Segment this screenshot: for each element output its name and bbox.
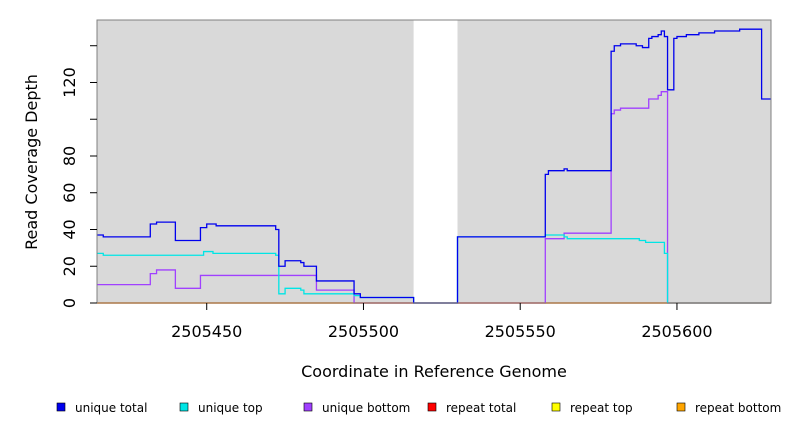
shaded-region-2 bbox=[457, 20, 771, 303]
y-tick-label: 20 bbox=[60, 256, 79, 276]
plot-frame bbox=[96, 19, 772, 304]
x-tick-label: 2505600 bbox=[641, 322, 712, 341]
y-tick-label: 80 bbox=[60, 146, 79, 166]
legend-label-repeat-bottom: repeat bottom bbox=[695, 401, 781, 415]
legend-label-repeat-total: repeat total bbox=[446, 401, 516, 415]
plot-border bbox=[96, 19, 772, 304]
legend-item-repeat-bottom: repeat bottom bbox=[676, 401, 781, 415]
x-axis-title: Coordinate in Reference Genome bbox=[301, 362, 567, 381]
legend-swatch-unique-bottom bbox=[303, 402, 313, 412]
y-axis-title: Read Coverage Depth bbox=[22, 74, 41, 250]
legend-swatch-repeat-top bbox=[551, 402, 561, 412]
legend-label-unique-total: unique total bbox=[75, 401, 147, 415]
legend-item-unique-top: unique top bbox=[179, 401, 263, 415]
series-line-unique-bottom bbox=[97, 91, 771, 304]
shaded-region-1 bbox=[97, 20, 414, 303]
x-tick-label: 2505450 bbox=[171, 322, 242, 341]
y-tick-label: 120 bbox=[60, 67, 79, 98]
plot-panel bbox=[97, 20, 771, 303]
legend-label-unique-top: unique top bbox=[198, 401, 263, 415]
legend-item-repeat-total: repeat total bbox=[427, 401, 516, 415]
y-tick-label: 0 bbox=[60, 298, 79, 308]
legend-swatch-repeat-bottom bbox=[676, 402, 686, 412]
y-tick-label: 40 bbox=[60, 219, 79, 239]
y-axis: 0 20 40 60 80 120 bbox=[60, 45, 97, 308]
x-axis: 2505450 2505500 2505550 2505600 bbox=[171, 303, 713, 341]
legend-label-repeat-top: repeat top bbox=[570, 401, 633, 415]
series-line-unique-total bbox=[97, 28, 771, 304]
legend-label-unique-bottom: unique bottom bbox=[322, 401, 410, 415]
legend: unique total unique top unique bottom repea… bbox=[56, 401, 781, 415]
x-tick-label: 2505500 bbox=[328, 322, 399, 341]
legend-item-unique-total: unique total bbox=[56, 401, 147, 415]
x-tick-label: 2505550 bbox=[485, 322, 556, 341]
legend-swatch-unique-total bbox=[56, 402, 66, 412]
y-tick-label: 60 bbox=[60, 183, 79, 203]
legend-swatch-unique-top bbox=[179, 402, 189, 412]
legend-item-repeat-top: repeat top bbox=[551, 401, 633, 415]
legend-item-unique-bottom: unique bottom bbox=[303, 401, 410, 415]
legend-swatch-repeat-total bbox=[427, 402, 437, 412]
